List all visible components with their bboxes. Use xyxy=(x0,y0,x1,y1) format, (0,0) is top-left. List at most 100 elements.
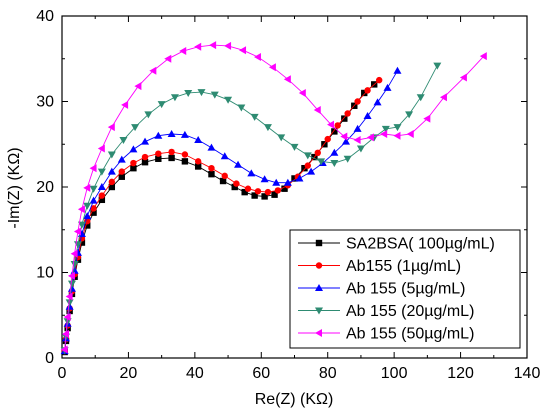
data-point xyxy=(194,158,202,165)
data-point xyxy=(344,110,351,117)
data-point xyxy=(301,164,308,172)
data-point xyxy=(119,136,128,144)
data-point xyxy=(291,175,298,182)
data-point xyxy=(168,154,175,162)
data-point xyxy=(97,183,106,190)
data-point xyxy=(283,75,291,84)
legend-box xyxy=(289,229,521,349)
x-tick-label: 40 xyxy=(186,365,204,382)
data-point xyxy=(208,164,215,172)
data-point xyxy=(353,135,361,144)
data-point xyxy=(134,82,142,91)
data-point xyxy=(84,222,91,229)
data-point xyxy=(107,167,116,175)
data-point xyxy=(334,122,341,129)
data-point xyxy=(281,185,288,192)
data-point xyxy=(130,159,137,167)
data-point xyxy=(108,178,116,186)
x-tick-label: 80 xyxy=(319,365,337,382)
legend-label: SA2BSA( 100µg/mL) xyxy=(346,236,495,253)
data-point xyxy=(393,131,401,140)
data-point xyxy=(209,41,217,50)
data-point xyxy=(361,89,368,97)
data-point xyxy=(157,101,166,109)
data-point xyxy=(353,124,362,132)
legend-label: Ab 155 (20µg/mL) xyxy=(346,303,474,320)
series-5 xyxy=(60,41,487,354)
data-point xyxy=(70,260,79,268)
data-point xyxy=(224,96,233,104)
data-point xyxy=(221,172,228,180)
data-point xyxy=(479,52,487,61)
data-point xyxy=(167,129,176,137)
legend-label: Ab 155 (5µg/mL) xyxy=(346,281,466,298)
x-tick-label: 0 xyxy=(58,365,67,382)
data-point xyxy=(130,164,137,172)
y-tick-label: 20 xyxy=(36,179,54,196)
data-point xyxy=(330,160,339,168)
data-point xyxy=(439,93,447,102)
data-point xyxy=(197,89,206,97)
data-point xyxy=(210,91,219,99)
x-tick-label: 100 xyxy=(381,365,408,382)
data-point xyxy=(343,155,352,163)
data-point xyxy=(154,131,163,139)
data-point xyxy=(264,188,272,196)
legend-marker xyxy=(315,307,323,315)
data-point xyxy=(303,152,312,160)
x-tick-label: 140 xyxy=(514,365,541,382)
data-point xyxy=(65,299,74,307)
data-point xyxy=(324,135,331,143)
data-point xyxy=(168,148,175,156)
data-point xyxy=(77,221,86,229)
data-point xyxy=(295,174,304,182)
data-point xyxy=(274,187,282,194)
data-point xyxy=(263,124,272,132)
data-point xyxy=(393,66,402,74)
legend-marker xyxy=(315,329,322,337)
y-axis-title: -Im(Z) (KΩ) xyxy=(6,147,23,228)
data-point xyxy=(380,129,388,138)
data-point xyxy=(298,88,306,97)
data-point xyxy=(317,158,326,166)
data-point xyxy=(224,41,232,50)
y-tick-label: 40 xyxy=(36,8,54,25)
data-point xyxy=(70,249,78,258)
data-point xyxy=(261,193,268,200)
data-point xyxy=(194,163,202,170)
data-point xyxy=(383,83,392,91)
data-point xyxy=(356,145,365,153)
data-point xyxy=(251,192,258,199)
y-tick-label: 30 xyxy=(36,94,54,111)
data-point xyxy=(330,148,339,156)
data-point xyxy=(254,188,262,195)
data-point xyxy=(78,239,86,246)
data-point xyxy=(381,125,390,133)
data-point xyxy=(179,47,187,56)
x-tick-label: 120 xyxy=(447,365,474,382)
data-point xyxy=(164,54,172,63)
data-point xyxy=(89,185,98,193)
data-point xyxy=(180,130,189,138)
data-point xyxy=(181,158,189,165)
data-point xyxy=(314,149,321,156)
data-point xyxy=(459,73,467,82)
x-tick-label: 60 xyxy=(252,365,270,382)
y-tick-label: 10 xyxy=(36,265,54,282)
data-point xyxy=(77,205,85,214)
data-point xyxy=(354,98,361,105)
data-point xyxy=(219,177,227,185)
data-point xyxy=(366,133,374,142)
data-point xyxy=(331,128,338,135)
data-point xyxy=(97,168,106,176)
data-point xyxy=(433,62,442,70)
data-point xyxy=(83,183,91,192)
data-point xyxy=(241,188,248,196)
data-point xyxy=(233,180,240,187)
data-point xyxy=(364,87,371,94)
data-point xyxy=(155,155,162,162)
data-point xyxy=(181,151,189,158)
data-point xyxy=(107,123,115,132)
data-point xyxy=(247,169,256,177)
data-point xyxy=(237,104,246,112)
